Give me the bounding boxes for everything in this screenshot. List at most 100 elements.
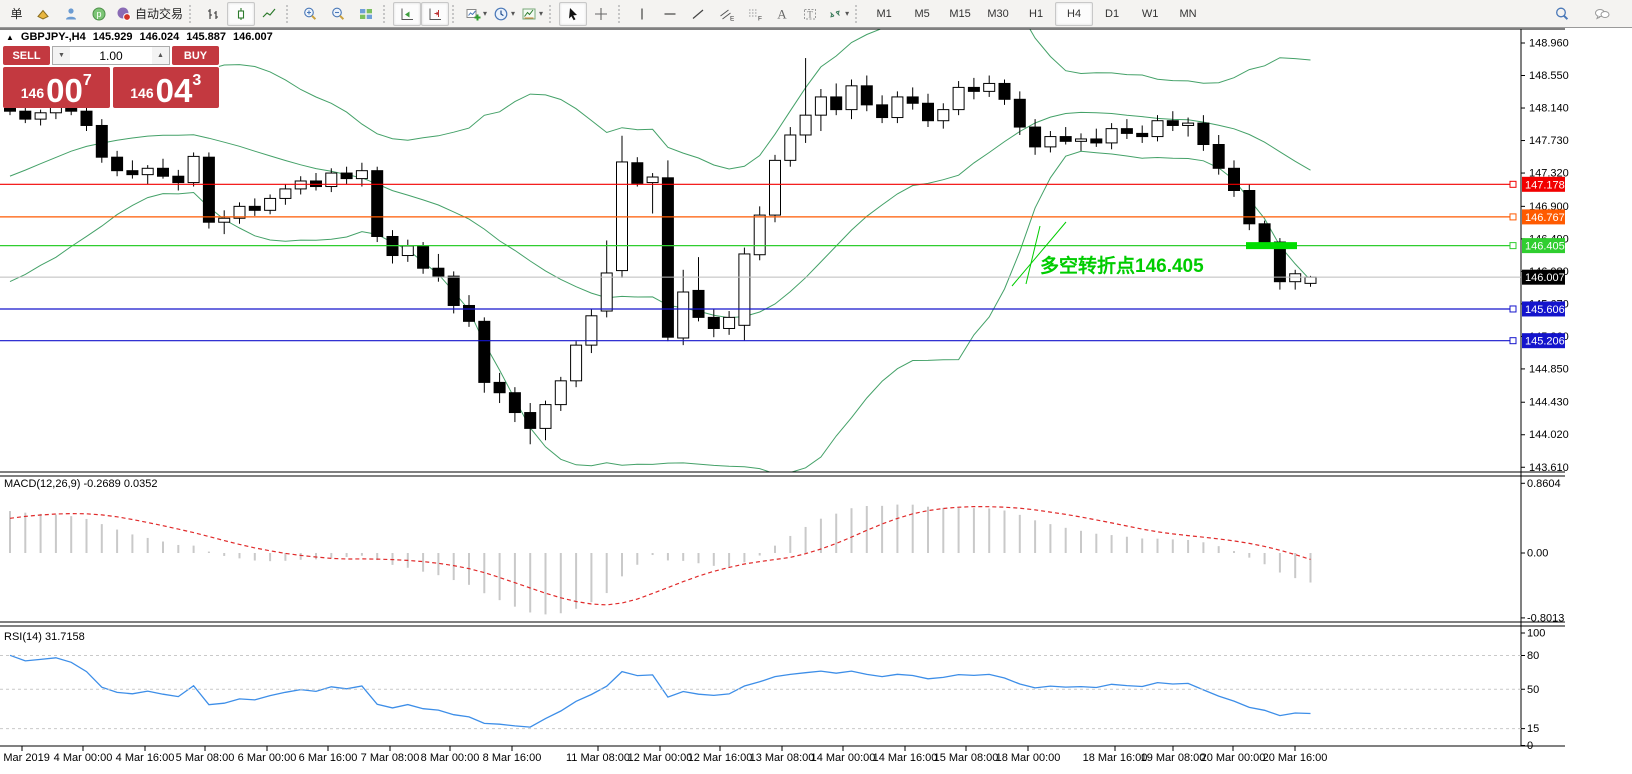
bar-chart-icon[interactable]	[199, 2, 227, 26]
text-icon: A	[777, 6, 787, 21]
zoom-in-icon[interactable]	[296, 2, 324, 26]
search-icon	[1556, 7, 1569, 20]
candle	[432, 267, 445, 277]
buy-price-box[interactable]: 146 04 3	[112, 67, 219, 108]
search-icon[interactable]	[1548, 2, 1576, 26]
candle	[937, 109, 950, 122]
timeframe-m30-button[interactable]: M30	[987, 7, 1009, 20]
chart-annotation-text[interactable]: 多空转折点146.405	[1040, 256, 1204, 277]
price-badge-label: 145.206	[1525, 336, 1565, 348]
macd-axis-label: 0.00	[1527, 548, 1548, 560]
dropdown-arrow-icon[interactable]: ▾	[539, 9, 544, 18]
metaeditor-icon[interactable]: p	[85, 2, 113, 26]
candle	[1197, 122, 1210, 146]
arrows-icon[interactable]: ▾	[824, 2, 852, 26]
macd-panel	[9, 504, 1312, 615]
text-icon[interactable]: A	[768, 2, 796, 26]
time-axis-label: 5 Mar 08:00	[176, 752, 235, 764]
periods-clock-icon[interactable]: ▾	[490, 2, 518, 26]
price-badge	[1522, 238, 1565, 254]
rsi-line	[9, 654, 1311, 728]
chart-shift-icon[interactable]	[421, 1, 450, 26]
candle	[279, 188, 292, 199]
open-account-icon[interactable]	[57, 2, 85, 26]
price-badge	[1522, 209, 1565, 225]
new-chart-plus-icon[interactable]: ▾	[462, 2, 490, 26]
vertical-line-icon[interactable]	[628, 2, 656, 26]
sell-price-prefix: 146	[20, 85, 45, 101]
channel-icon[interactable]: E	[712, 2, 740, 26]
dropdown-arrow-icon[interactable]: ▾	[511, 9, 516, 18]
candle	[1243, 189, 1256, 225]
price-line-handle[interactable]	[1509, 242, 1517, 250]
candle	[126, 170, 139, 176]
price-axis-label: 147.730	[1529, 135, 1569, 147]
timeframe-w1-button[interactable]: W1	[1141, 7, 1159, 20]
sell-button[interactable]: SELL	[3, 46, 50, 65]
time-axis-label: 12 Mar 16:00	[688, 752, 753, 764]
candle	[95, 124, 108, 158]
volume-stepper[interactable]: ▼ 1.00 ▲	[52, 46, 170, 65]
candle	[187, 155, 200, 184]
price-line-handle[interactable]	[1509, 305, 1517, 313]
new-chart-icon[interactable]	[29, 2, 57, 26]
horizontal-line-icon[interactable]	[656, 2, 684, 26]
candle	[1136, 132, 1149, 138]
annotation-trendline[interactable]	[1011, 221, 1067, 287]
trendline-icon[interactable]	[684, 2, 712, 26]
volume-up-icon[interactable]: ▲	[152, 47, 169, 64]
tile-windows-icon[interactable]	[352, 2, 380, 26]
periods-clock-icon	[494, 7, 508, 20]
candle	[1182, 122, 1195, 126]
dropdown-arrow-icon[interactable]: ▾	[483, 9, 488, 18]
text-label-icon[interactable]: T	[796, 2, 824, 26]
autotrading-button[interactable]: 自动交易	[113, 2, 186, 26]
cursor-icon[interactable]	[559, 1, 588, 26]
price-badge	[1522, 333, 1565, 349]
candle	[1304, 276, 1317, 284]
candle	[860, 85, 873, 106]
candlestick-icon[interactable]	[227, 1, 256, 26]
time-axis-label: 11 Mar 08:00	[566, 752, 630, 764]
candle	[401, 245, 414, 257]
timeframe-h4-button[interactable]: H4	[1055, 1, 1094, 26]
buy-price-prefix: 146	[130, 85, 154, 101]
buy-button[interactable]: BUY	[172, 46, 219, 65]
rsi-panel	[9, 654, 1311, 728]
fibonacci-icon[interactable]: F	[740, 2, 768, 26]
price-axis-label: 147.320	[1529, 168, 1569, 180]
candle	[967, 86, 980, 92]
new-order-button[interactable]: 单	[1, 2, 29, 26]
annotation-trendline[interactable]	[1025, 225, 1041, 285]
candle	[447, 275, 460, 306]
collapse-panel-icon[interactable]: ▲	[6, 32, 14, 42]
time-axis-label: 18 Mar 16:00	[1083, 752, 1148, 764]
volume-down-icon[interactable]: ▼	[53, 47, 70, 64]
dropdown-arrow-icon[interactable]: ▾	[845, 9, 850, 18]
sell-price-box[interactable]: 146 00 7	[3, 67, 110, 108]
price-line-handle[interactable]	[1509, 213, 1517, 221]
buy-price-sup: 3	[192, 72, 202, 89]
volume-value[interactable]: 1.00	[99, 48, 123, 63]
timeframe-m5-button[interactable]: M5	[914, 7, 930, 20]
timeframe-mn-button[interactable]: MN	[1179, 7, 1197, 20]
crosshair-icon[interactable]	[587, 2, 615, 26]
timeframe-d1-button[interactable]: D1	[1105, 7, 1120, 20]
zoom-out-icon[interactable]	[324, 2, 352, 26]
price-line-handle[interactable]	[1509, 180, 1517, 188]
rsi-axis-label: 15	[1527, 723, 1539, 735]
timeframe-m15-button[interactable]: M15	[949, 7, 971, 20]
candle	[1059, 136, 1072, 142]
line-chart-icon[interactable]	[255, 2, 283, 26]
template-icon[interactable]: ▾	[518, 2, 546, 26]
toolbar-separator	[549, 4, 555, 23]
chat-icon[interactable]	[1588, 2, 1616, 26]
timeframe-m1-button[interactable]: M1	[876, 7, 892, 20]
timeframe-h1-button[interactable]: H1	[1029, 7, 1044, 20]
auto-scroll-icon[interactable]	[393, 1, 422, 26]
price-axis-label: 144.430	[1529, 397, 1569, 409]
ohlc-open: 145.929	[92, 31, 133, 43]
auto-scroll-icon	[401, 8, 414, 20]
price-line-handle[interactable]	[1509, 337, 1517, 345]
